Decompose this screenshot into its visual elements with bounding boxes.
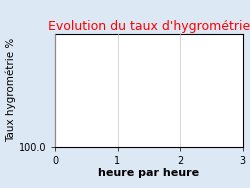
Title: Evolution du taux d'hygrométrie: Evolution du taux d'hygrométrie: [48, 20, 250, 33]
X-axis label: heure par heure: heure par heure: [98, 168, 199, 178]
Y-axis label: Taux hygrométrie %: Taux hygrométrie %: [5, 38, 16, 142]
